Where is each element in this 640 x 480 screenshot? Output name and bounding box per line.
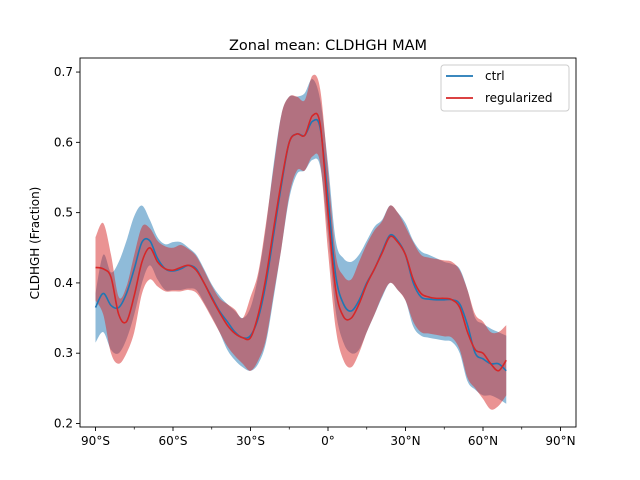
y-tick-label: 0.6	[54, 135, 73, 149]
y-axis-label: CLDHGH (Fraction)	[28, 187, 42, 300]
y-tick-label: 0.7	[54, 65, 73, 79]
regularized-line	[95, 112, 507, 372]
y-tick-label: 0.5	[54, 206, 73, 220]
x-tick-label: 90°N	[545, 434, 575, 448]
x-tick-label: 0°	[321, 434, 335, 448]
legend-label-ctrl: ctrl	[485, 69, 505, 83]
x-tick-label: 90°S	[81, 434, 110, 448]
y-tick-label: 0.2	[54, 416, 73, 430]
regularized-band	[95, 74, 507, 410]
mean-lines	[94, 112, 507, 372]
y-tick-label: 0.4	[54, 276, 73, 290]
uncertainty-bands	[95, 74, 507, 410]
x-tick-label: 60°N	[468, 434, 498, 448]
x-tick-label: 30°S	[236, 434, 265, 448]
x-tick-label: 30°N	[390, 434, 420, 448]
legend-label-regularized: regularized	[485, 91, 553, 105]
legend: ctrl regularized	[440, 64, 570, 112]
axes: 90°S 60°S 30°S 0° 30°N 60°N 90°N 0.2 0.3 0.4 0.5 0.…	[54, 57, 577, 448]
y-tick-label: 0.3	[54, 346, 73, 360]
x-tick-label: 60°S	[159, 434, 188, 448]
chart-title: Zonal mean: CLDHGH MAM	[229, 38, 427, 54]
